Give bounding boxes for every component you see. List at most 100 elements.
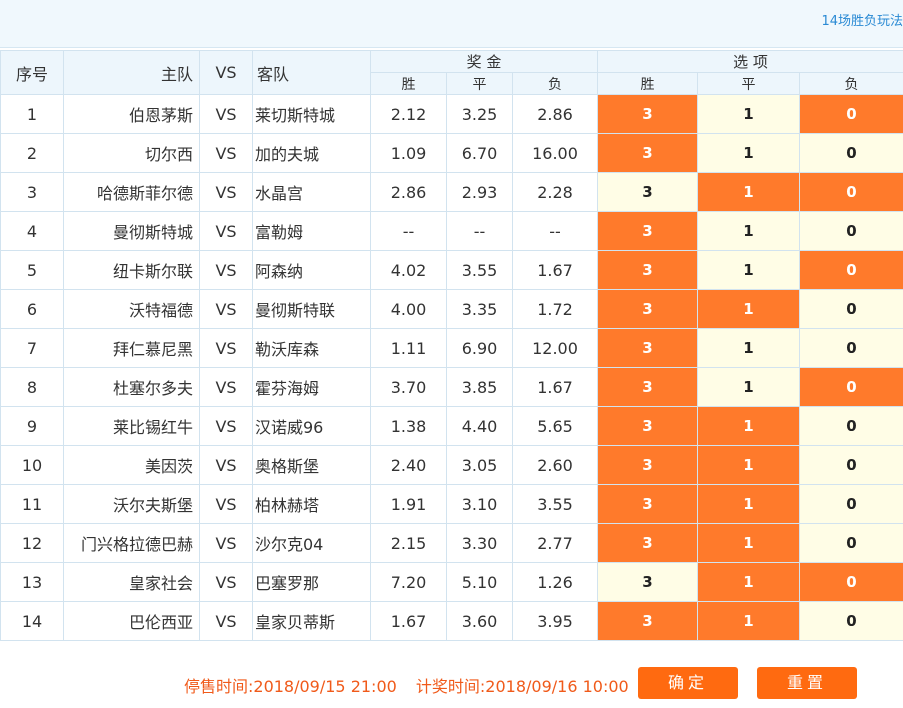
option-draw-button[interactable]: 1 [697,406,801,446]
odds-draw: 3.55 [446,250,513,290]
prize-calc-time: 计奖时间:2018/09/16 10:00 [415,677,629,696]
odds-draw: 6.70 [446,133,513,173]
option-lose-button[interactable]: 0 [799,484,903,524]
option-draw-button[interactable]: 1 [697,367,801,407]
option-draw-button[interactable]: 1 [697,289,801,329]
match-row: 13 皇家社会 VS 巴塞罗那 7.20 5.10 1.26 3 1 0 [0,562,903,602]
footer-bar: 停售时间:2018/09/15 21:00 计奖时间:2018/09/16 10… [0,666,903,700]
option-lose-button[interactable]: 0 [799,250,903,290]
option-draw-button[interactable]: 1 [697,601,801,641]
option-lose-button[interactable]: 0 [799,289,903,329]
option-draw-button[interactable]: 1 [697,133,801,173]
match-row: 10 美因茨 VS 奥格斯堡 2.40 3.05 2.60 3 1 0 [0,445,903,485]
option-lose-button[interactable]: 0 [799,406,903,446]
option-win-button[interactable]: 3 [597,133,699,173]
odds-lose: 2.60 [511,445,599,485]
away-team: 柏林赫塔 [252,484,371,524]
vs-label: VS [199,133,253,173]
home-team: 沃特福德 [63,289,200,329]
option-draw-button[interactable]: 1 [697,172,801,212]
away-team: 汉诺威96 [252,406,371,446]
reset-button[interactable]: 重置 [757,667,857,699]
away-team: 富勒姆 [252,211,371,251]
odds-win: 1.11 [370,328,447,368]
option-win-button[interactable]: 3 [597,523,699,563]
odds-lose: 1.26 [511,562,599,602]
option-draw-button[interactable]: 1 [697,250,801,290]
match-row: 9 莱比锡红牛 VS 汉诺威96 1.38 4.40 5.65 3 1 0 [0,406,903,446]
odds-draw: 3.35 [446,289,513,329]
col-select-draw: 平 [697,72,801,95]
option-lose-button[interactable]: 0 [799,445,903,485]
match-seq: 2 [0,133,64,173]
option-lose-button[interactable]: 0 [799,601,903,641]
away-team: 皇家贝蒂斯 [252,601,371,641]
option-win-button[interactable]: 3 [597,562,699,602]
home-team: 门兴格拉德巴赫 [63,523,200,563]
odds-lose: 1.67 [511,250,599,290]
odds-lose: 2.77 [511,523,599,563]
odds-win: 3.70 [370,367,447,407]
odds-draw: 3.10 [446,484,513,524]
vs-label: VS [199,94,253,134]
away-team: 沙尔克04 [252,523,371,563]
option-lose-button[interactable]: 0 [799,94,903,134]
option-draw-button[interactable]: 1 [697,523,801,563]
match-row: 7 拜仁慕尼黑 VS 勒沃库森 1.11 6.90 12.00 3 1 0 [0,328,903,368]
home-team: 杜塞尔多夫 [63,367,200,407]
vs-label: VS [199,562,253,602]
vs-label: VS [199,328,253,368]
option-draw-button[interactable]: 1 [697,484,801,524]
option-draw-button[interactable]: 1 [697,94,801,134]
option-draw-button[interactable]: 1 [697,445,801,485]
option-lose-button[interactable]: 0 [799,211,903,251]
option-lose-button[interactable]: 0 [799,367,903,407]
odds-lose: 5.65 [511,406,599,446]
away-team: 勒沃库森 [252,328,371,368]
option-lose-button[interactable]: 0 [799,172,903,212]
odds-lose: 12.00 [511,328,599,368]
option-win-button[interactable]: 3 [597,94,699,134]
option-draw-button[interactable]: 1 [697,562,801,602]
col-odds-win: 胜 [370,72,447,95]
match-row: 4 曼彻斯特城 VS 富勒姆 -- -- -- 3 1 0 [0,211,903,251]
option-draw-button[interactable]: 1 [697,328,801,368]
option-win-button[interactable]: 3 [597,484,699,524]
option-win-button[interactable]: 3 [597,211,699,251]
col-home: 主队 [63,50,200,95]
odds-draw: 4.40 [446,406,513,446]
odds-draw: -- [446,211,513,251]
home-team: 纽卡斯尔联 [63,250,200,290]
option-draw-button[interactable]: 1 [697,211,801,251]
away-team: 加的夫城 [252,133,371,173]
match-seq: 9 [0,406,64,446]
option-lose-button[interactable]: 0 [799,328,903,368]
confirm-button[interactable]: 确定 [638,667,738,699]
match-row: 6 沃特福德 VS 曼彻斯特联 4.00 3.35 1.72 3 1 0 [0,289,903,329]
option-win-button[interactable]: 3 [597,367,699,407]
match-row: 12 门兴格拉德巴赫 VS 沙尔克04 2.15 3.30 2.77 3 1 0 [0,523,903,563]
option-win-button[interactable]: 3 [597,289,699,329]
odds-win: 1.67 [370,601,447,641]
odds-draw: 3.05 [446,445,513,485]
vs-label: VS [199,289,253,329]
option-win-button[interactable]: 3 [597,328,699,368]
vs-label: VS [199,250,253,290]
odds-win: 7.20 [370,562,447,602]
option-win-button[interactable]: 3 [597,172,699,212]
odds-win: 2.86 [370,172,447,212]
option-win-button[interactable]: 3 [597,601,699,641]
vs-label: VS [199,484,253,524]
option-lose-button[interactable]: 0 [799,562,903,602]
option-win-button[interactable]: 3 [597,250,699,290]
odds-lose: 1.67 [511,367,599,407]
option-lose-button[interactable]: 0 [799,523,903,563]
option-win-button[interactable]: 3 [597,406,699,446]
option-win-button[interactable]: 3 [597,445,699,485]
odds-win: 2.15 [370,523,447,563]
away-team: 奥格斯堡 [252,445,371,485]
match-seq: 10 [0,445,64,485]
play-type-title[interactable]: 14场胜负玩法 [821,14,903,29]
home-team: 美因茨 [63,445,200,485]
option-lose-button[interactable]: 0 [799,133,903,173]
